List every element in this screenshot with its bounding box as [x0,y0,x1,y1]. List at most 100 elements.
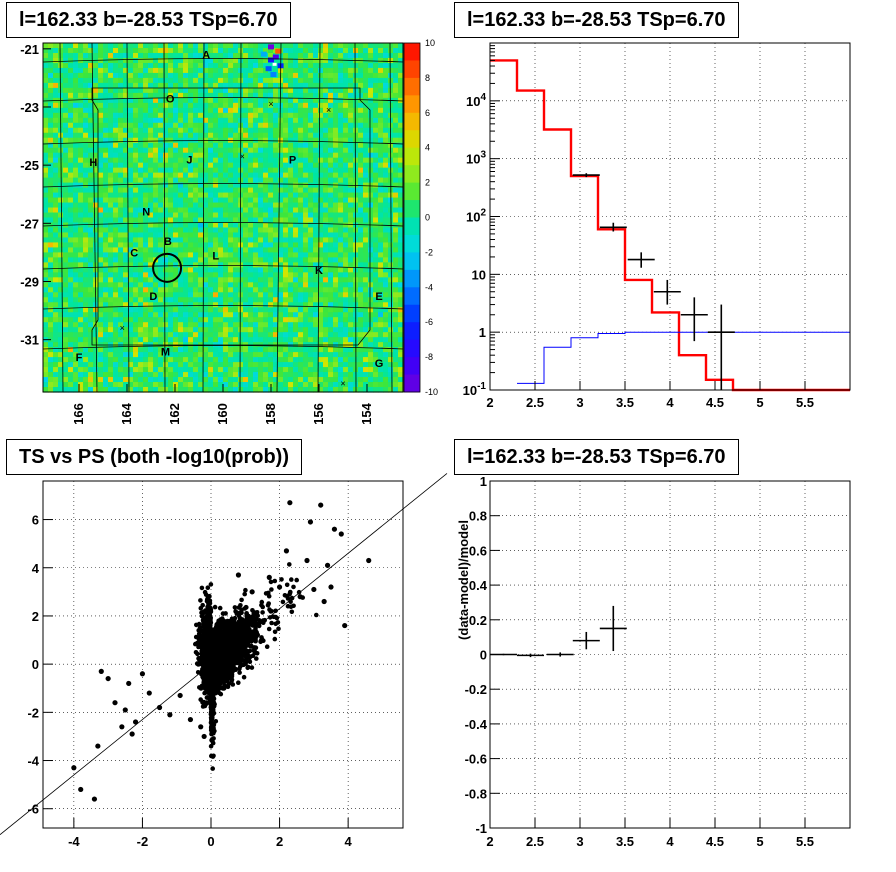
map-pixel [138,132,144,139]
map-pixel [373,292,379,298]
map-pixel [163,172,169,179]
map-pixel [383,72,389,79]
map-pixel [378,352,384,358]
map-pixel [48,317,54,323]
map-pixel [193,332,199,338]
map-pixel [178,52,184,59]
map-pixel [78,372,84,378]
map-pixel [73,147,79,154]
map-pixel [203,167,209,174]
map-pixel [318,277,324,283]
map-pixel [193,157,199,164]
map-pixel [108,287,114,293]
map-pixel [118,277,124,283]
map-pixel [148,177,154,184]
map-pixel [73,327,79,333]
map-pixel [113,372,119,378]
map-pixel [248,43,254,49]
map-pixel [208,167,214,174]
map-pixel [383,82,389,89]
map-pixel [298,187,304,194]
map-pixel [138,332,144,338]
map-pixel [343,152,349,159]
map-pixel [143,177,149,184]
map-pixel [348,67,354,74]
map-pixel [383,172,389,179]
map-pixel [138,312,144,318]
map-pixel [148,107,154,114]
map-pixel [63,242,69,249]
map-pixel [298,157,304,164]
map-pixel [378,342,384,348]
map-pixel [248,67,254,74]
map-pixel [163,107,169,114]
map-pixel [243,207,249,214]
map-pixel [198,377,204,383]
map-pixel [348,212,354,219]
map-pixel [298,127,304,134]
map-pixel [168,322,174,328]
map-pixel [218,82,224,89]
map-pixel [253,222,259,229]
map-pixel [243,352,249,358]
map-pixel [43,317,49,323]
map-pixel [88,352,94,358]
map-pixel [203,212,209,219]
map-pixel [188,162,194,169]
map-pixel [193,167,199,174]
map-pixel [143,252,149,258]
map-pixel [123,152,129,159]
map-pixel [128,262,134,268]
map-pixel [308,97,314,104]
map-pixel [233,372,239,378]
map-pixel [68,197,74,204]
map-pixel [388,352,394,358]
map-pixel [268,302,274,308]
map-pixel [338,377,344,383]
map-pixel [313,332,319,338]
map-pixel [308,202,314,209]
map-pixel [368,147,374,154]
map-pixel [378,122,384,129]
map-pixel [58,382,64,388]
map-pixel [258,182,264,189]
map-pixel [63,372,69,378]
map-pixel [193,72,199,79]
map-pixel [368,282,374,288]
map-pixel [278,277,284,283]
map-pixel [143,272,149,278]
map-pixel [233,242,239,249]
map-pixel [228,67,234,74]
map-pixel [228,312,234,318]
map-pixel [53,82,59,89]
map-pixel [128,272,134,278]
map-pixel [198,207,204,214]
map-pixel [318,77,324,84]
map-pixel [148,337,154,343]
map-pixel [53,387,59,393]
map-pixel [223,277,229,283]
map-pixel [288,207,294,214]
map-pixel [398,43,404,49]
map-pixel [108,77,114,84]
map-pixel [243,387,249,393]
map-pixel [288,327,294,333]
map-pixel [168,302,174,308]
map-pixel [93,272,99,278]
map-pixel [333,67,339,74]
map-pixel [273,207,279,214]
map-pixel [283,147,289,154]
map-pixel [83,62,89,69]
map-pixel [233,307,239,313]
map-pixel [113,232,119,239]
map-pixel [68,147,74,154]
map-pixel [118,52,124,59]
map-pixel [163,197,169,204]
map-pixel [288,67,294,74]
map-pixel [373,232,379,239]
map-pixel [223,382,229,388]
map-pixel [188,382,194,388]
map-pixel [78,172,84,179]
map-pixel [373,87,379,94]
map-pixel [303,182,309,189]
